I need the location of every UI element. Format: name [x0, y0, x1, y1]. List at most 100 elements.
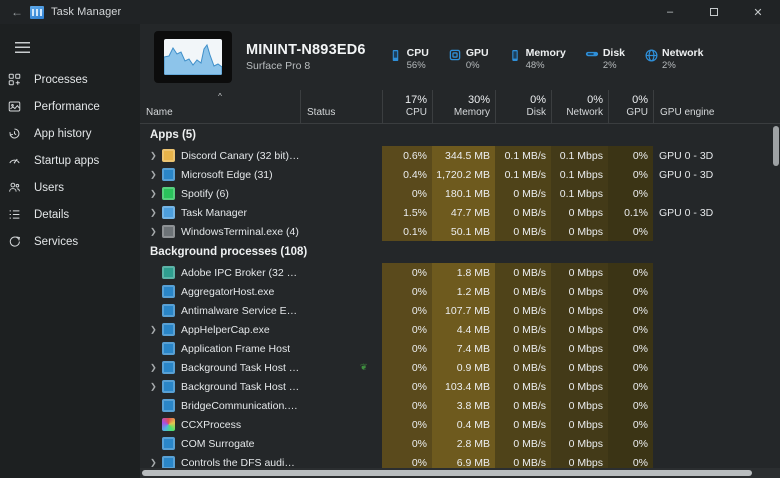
expand-chevron-icon[interactable]: ❯	[150, 363, 157, 372]
cell-memory: 7.4 MB	[432, 339, 495, 358]
maximize-button[interactable]	[692, 0, 736, 24]
horizontal-scrollbar-thumb[interactable]	[142, 470, 752, 476]
horizontal-scrollbar[interactable]	[140, 468, 780, 478]
back-button[interactable]: ←	[11, 5, 23, 19]
process-icon	[162, 361, 175, 374]
expand-chevron-icon[interactable]: ❯	[150, 170, 157, 179]
sidebar-item-processes[interactable]: Processes	[0, 66, 140, 93]
group-header[interactable]: Background processes (108)	[150, 246, 308, 258]
stat-name: Network	[662, 47, 704, 59]
stat-text: GPU 0%	[466, 47, 489, 71]
expand-chevron-icon[interactable]: ❯	[150, 382, 157, 391]
cell-network: 0 Mbps	[551, 203, 608, 222]
column-header-name[interactable]: Name ^	[140, 90, 300, 123]
table-row[interactable]: ❯Controls the DFS audio process)0%6.9 MB…	[140, 453, 780, 468]
group-header[interactable]: Apps (5)	[150, 129, 196, 141]
sidebar-item-label: Details	[34, 208, 70, 221]
cell-gpu-engine	[653, 263, 780, 282]
expand-chevron-icon[interactable]: ❯	[150, 227, 157, 236]
cell-network: 0 Mbps	[551, 377, 608, 396]
table-row[interactable]: ❯ Task Manager 1.5% 47.7 MB 0 MB/s 0 Mbps 0.1%…	[140, 203, 780, 222]
expand-chevron-icon[interactable]: ❯	[150, 189, 157, 198]
column-header-disk[interactable]: 0% Disk	[495, 90, 551, 123]
minimize-button[interactable]: –	[666, 6, 674, 18]
table-row[interactable]: ❯ WindowsTerminal.exe (4) 0.1% 50.1 MB 0 MB/…	[140, 222, 780, 241]
stat-name: Disk	[602, 47, 626, 59]
cell-process-name: ❯Application Frame Host	[140, 339, 300, 358]
process-name-label: BridgeCommunication.exe	[181, 399, 300, 412]
sidebar-item-startup-apps[interactable]: Startup apps	[0, 147, 140, 174]
cell-cpu: 0%	[382, 396, 432, 415]
expand-chevron-icon[interactable]: ❯	[150, 208, 157, 217]
cell-process-name: ❯ Background Task Host (2)	[140, 358, 300, 377]
cell-memory: 1,720.2 MB	[432, 165, 495, 184]
process-name-label: Adobe IPC Broker (32 bit)	[181, 266, 300, 279]
cell-process-name: ❯Antimalware Service Executable ...	[140, 301, 300, 320]
vertical-scrollbar-thumb[interactable]	[773, 126, 779, 166]
column-header-memory[interactable]: 30% Memory	[432, 90, 495, 123]
table-row[interactable]: ❯ Microsoft Edge (31) 0.4% 1,720.2 MB 0.1 MB…	[140, 165, 780, 184]
cell-status	[300, 320, 382, 339]
sidebar-item-label: Startup apps	[34, 154, 100, 167]
cell-cpu: 0%	[382, 358, 432, 377]
close-button[interactable]: ✕	[753, 6, 763, 19]
sidebar-item-app-history[interactable]: App history	[0, 120, 140, 147]
cell-status	[300, 165, 382, 184]
cell-disk: 0 MB/s	[495, 358, 551, 377]
column-header-percent: 0%	[632, 94, 648, 106]
title-bar: ← Task Manager – ✕	[0, 0, 780, 24]
details-icon	[8, 208, 34, 221]
expand-chevron-icon[interactable]: ❯	[150, 458, 157, 467]
table-body: Apps (5) ❯ Discord Canary (32 bit) (6) 0.6%…	[140, 124, 780, 468]
vertical-scrollbar[interactable]	[772, 124, 780, 468]
process-icon	[162, 418, 175, 431]
table-row[interactable]: ❯Spotify (6)0%180.1 MB0 MB/s0.1 Mbps0%Ve…	[140, 184, 780, 203]
sidebar-item-performance[interactable]: Performance	[0, 93, 140, 120]
cell-cpu: 0.1%	[382, 222, 432, 241]
cell-status	[300, 301, 382, 320]
table-row[interactable]: ❯ Background Task Host (2) ❦ 0% 0.9 MB 0 MB/s…	[140, 358, 780, 377]
column-header-network[interactable]: 0% Network	[551, 90, 608, 123]
app-history-icon	[8, 127, 34, 140]
expand-chevron-icon[interactable]: ❯	[150, 151, 157, 160]
startup-apps-icon	[8, 154, 34, 167]
table-row[interactable]: ❯ Discord Canary (32 bit) (6) 0.6% 344.5 MB…	[140, 146, 780, 165]
cell-memory: 1.2 MB	[432, 282, 495, 301]
column-header-status[interactable]: Status	[300, 90, 382, 123]
cell-network: 0 Mbps	[551, 434, 608, 453]
cell-gpu: 0%	[608, 222, 653, 241]
stat-gpu[interactable]: GPU 0%	[447, 47, 489, 71]
sidebar-item-services[interactable]: Services	[0, 228, 140, 255]
hamburger-menu-button[interactable]	[2, 28, 42, 66]
cell-network: 0 Mbps	[551, 415, 608, 434]
column-header-cpu[interactable]: 17% CPU	[382, 90, 432, 123]
cell-status	[300, 203, 382, 222]
column-header-percent: 0%	[587, 94, 603, 106]
table-row[interactable]: ❯ Background Task Host (4) 0% 103.4 MB 0 MB/…	[140, 377, 780, 396]
stat-disk[interactable]: Disk 2%	[584, 47, 625, 71]
stat-memory[interactable]: Memory 48%	[507, 47, 566, 71]
column-header-gpue[interactable]: GPU engine	[653, 90, 780, 123]
users-icon	[8, 181, 34, 194]
sidebar-item-details[interactable]: Details	[0, 201, 140, 228]
cell-memory: 47.7 MB	[432, 203, 495, 222]
cell-memory: 1.8 MB	[432, 263, 495, 282]
stat-value: 2%	[662, 60, 676, 71]
stat-network[interactable]: Network 2%	[643, 47, 703, 71]
cell-cpu: 0%	[382, 301, 432, 320]
sidebar-item-users[interactable]: Users	[0, 174, 140, 201]
device-summary-bar: MININT-N893ED6 Surface Pro 8 CPU 56% GPU 0%…	[140, 24, 780, 90]
expand-chevron-icon[interactable]: ❯	[150, 325, 157, 334]
column-header-gpu[interactable]: 0% GPU	[608, 90, 653, 123]
table-row[interactable]: ❯Adobe IPC Broker (32 bit)0%1.8 MB0 MB/s…	[140, 263, 780, 282]
cell-disk: 0 MB/s	[495, 184, 551, 203]
table-row[interactable]: ❯Antimalware Service Executable ...0%107…	[140, 301, 780, 320]
cell-gpu: 0%	[608, 453, 653, 468]
stat-cpu[interactable]: CPU 56%	[388, 47, 429, 71]
